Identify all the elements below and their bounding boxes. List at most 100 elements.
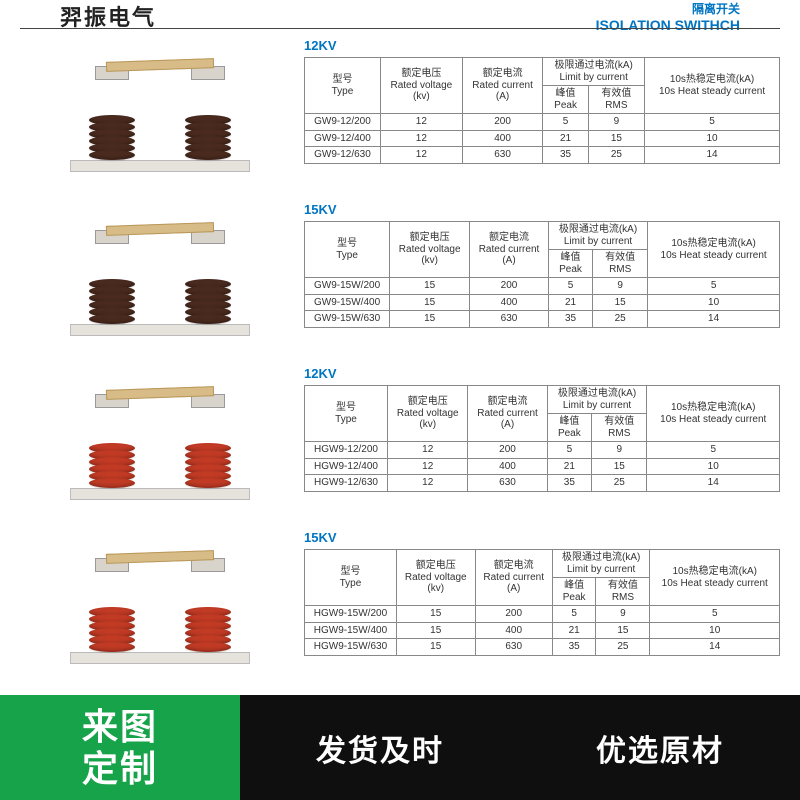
cell-voltage: 12 bbox=[380, 114, 462, 131]
cell-current: 630 bbox=[462, 147, 543, 164]
col-limit: 极限通过电流(kA)Limit by current bbox=[543, 58, 645, 86]
spec-section: 12KV型号Type额定电压Rated voltage(kv)额定电流Rated… bbox=[20, 366, 780, 516]
cell-peak: 35 bbox=[543, 147, 588, 164]
cell-voltage: 12 bbox=[388, 475, 468, 492]
col-rms: 有效值RMS bbox=[593, 250, 648, 278]
cell-heat: 10 bbox=[648, 294, 780, 311]
product-title-en: ISOLATION SWITHCH bbox=[596, 17, 740, 33]
banner-left-line1: 来图 bbox=[82, 706, 158, 747]
cell-peak: 5 bbox=[543, 114, 588, 131]
cell-peak: 5 bbox=[552, 606, 596, 623]
cell-voltage: 12 bbox=[380, 147, 462, 164]
cell-rms: 25 bbox=[588, 147, 644, 164]
cell-peak: 5 bbox=[548, 278, 592, 295]
cell-peak: 35 bbox=[552, 639, 596, 656]
col-current: 额定电流Rated current(A) bbox=[475, 550, 552, 606]
cell-peak: 35 bbox=[547, 475, 592, 492]
cell-type: HGW9-15W/200 bbox=[305, 606, 397, 623]
table-row: GW9-12/63012630352514 bbox=[305, 147, 780, 164]
cell-heat: 10 bbox=[647, 458, 780, 475]
cell-rms: 15 bbox=[593, 294, 648, 311]
col-type: 型号Type bbox=[305, 58, 381, 114]
cell-type: HGW9-12/200 bbox=[305, 442, 388, 459]
cell-rms: 25 bbox=[596, 639, 650, 656]
cell-heat: 14 bbox=[645, 147, 780, 164]
col-peak: 峰值Peak bbox=[548, 250, 592, 278]
isolation-switch-illustration bbox=[60, 540, 260, 670]
col-limit: 极限通过电流(kA)Limit by current bbox=[552, 550, 650, 578]
cell-current: 400 bbox=[470, 294, 549, 311]
section-title: 12KV bbox=[304, 366, 780, 381]
cell-voltage: 15 bbox=[396, 606, 475, 623]
isolation-switch-illustration bbox=[60, 48, 260, 178]
spec-section: 15KV型号Type额定电压Rated voltage(kv)额定电流Rated… bbox=[20, 202, 780, 352]
col-limit: 极限通过电流(kA)Limit by current bbox=[548, 222, 647, 250]
cell-type: HGW9-15W/400 bbox=[305, 622, 397, 639]
col-current: 额定电流Rated current(A) bbox=[470, 222, 549, 278]
cell-type: HGW9-12/400 bbox=[305, 458, 388, 475]
cell-rms: 15 bbox=[592, 458, 647, 475]
table-row: HGW9-15W/63015630352514 bbox=[305, 639, 780, 656]
banner-left-line2: 定制 bbox=[82, 748, 158, 789]
content: 12KV型号Type额定电压Rated voltage(kv)额定电流Rated… bbox=[20, 38, 780, 690]
col-current: 额定电流Rated current(A) bbox=[462, 58, 543, 114]
cell-current: 630 bbox=[475, 639, 552, 656]
promo-banner: 来图 定制 发货及时 优选原材 bbox=[0, 695, 800, 800]
spec-data-cell: 15KV型号Type额定电压Rated voltage(kv)额定电流Rated… bbox=[300, 530, 780, 656]
col-type: 型号Type bbox=[305, 386, 388, 442]
cell-rms: 15 bbox=[596, 622, 650, 639]
col-voltage: 额定电压Rated voltage(kv) bbox=[396, 550, 475, 606]
cell-heat: 5 bbox=[647, 442, 780, 459]
col-voltage: 额定电压Rated voltage(kv) bbox=[390, 222, 470, 278]
cell-current: 200 bbox=[470, 278, 549, 295]
banner-right-1: 发货及时 bbox=[316, 726, 444, 770]
table-row: GW9-15W/20015200595 bbox=[305, 278, 780, 295]
spec-data-cell: 15KV型号Type额定电压Rated voltage(kv)额定电流Rated… bbox=[300, 202, 780, 328]
cell-type: GW9-15W/400 bbox=[305, 294, 390, 311]
table-row: HGW9-12/20012200595 bbox=[305, 442, 780, 459]
cell-rms: 15 bbox=[588, 130, 644, 147]
cell-type: HGW9-12/630 bbox=[305, 475, 388, 492]
cell-current: 200 bbox=[468, 442, 547, 459]
cell-type: HGW9-15W/630 bbox=[305, 639, 397, 656]
col-type: 型号Type bbox=[305, 550, 397, 606]
cell-current: 400 bbox=[468, 458, 547, 475]
spec-table: 型号Type额定电压Rated voltage(kv)额定电流Rated cur… bbox=[304, 549, 780, 656]
cell-rms: 9 bbox=[588, 114, 644, 131]
cell-heat: 5 bbox=[645, 114, 780, 131]
cell-type: GW9-15W/200 bbox=[305, 278, 390, 295]
product-image-cell bbox=[20, 366, 300, 516]
cell-peak: 21 bbox=[548, 294, 592, 311]
table-row: GW9-12/40012400211510 bbox=[305, 130, 780, 147]
cell-peak: 21 bbox=[547, 458, 592, 475]
cell-rms: 25 bbox=[592, 475, 647, 492]
isolation-switch-illustration bbox=[60, 212, 260, 342]
table-row: HGW9-12/40012400211510 bbox=[305, 458, 780, 475]
col-heat: 10s热稳定电流(kA)10s Heat steady current bbox=[650, 550, 780, 606]
cell-current: 200 bbox=[462, 114, 543, 131]
col-rms: 有效值RMS bbox=[592, 414, 647, 442]
section-title: 15KV bbox=[304, 202, 780, 217]
col-peak: 峰值Peak bbox=[552, 578, 596, 606]
cell-rms: 25 bbox=[593, 311, 648, 328]
spec-table: 型号Type额定电压Rated voltage(kv)额定电流Rated cur… bbox=[304, 57, 780, 164]
cell-type: GW9-12/630 bbox=[305, 147, 381, 164]
cell-type: GW9-15W/630 bbox=[305, 311, 390, 328]
col-voltage: 额定电压Rated voltage(kv) bbox=[388, 386, 468, 442]
col-rms: 有效值RMS bbox=[588, 86, 644, 114]
spec-data-cell: 12KV型号Type额定电压Rated voltage(kv)额定电流Rated… bbox=[300, 366, 780, 492]
col-heat: 10s热稳定电流(kA)10s Heat steady current bbox=[647, 386, 780, 442]
table-row: GW9-15W/63015630352514 bbox=[305, 311, 780, 328]
cell-heat: 14 bbox=[650, 639, 780, 656]
col-heat: 10s热稳定电流(kA)10s Heat steady current bbox=[645, 58, 780, 114]
banner-right: 发货及时 优选原材 bbox=[240, 695, 800, 800]
cell-voltage: 15 bbox=[396, 622, 475, 639]
spec-section: 12KV型号Type额定电压Rated voltage(kv)额定电流Rated… bbox=[20, 38, 780, 188]
cell-peak: 35 bbox=[548, 311, 592, 328]
banner-right-2: 优选原材 bbox=[596, 726, 724, 770]
cell-current: 400 bbox=[475, 622, 552, 639]
product-title-cn: 隔离开关 bbox=[596, 0, 740, 17]
cell-peak: 21 bbox=[543, 130, 588, 147]
cell-heat: 10 bbox=[650, 622, 780, 639]
cell-heat: 10 bbox=[645, 130, 780, 147]
